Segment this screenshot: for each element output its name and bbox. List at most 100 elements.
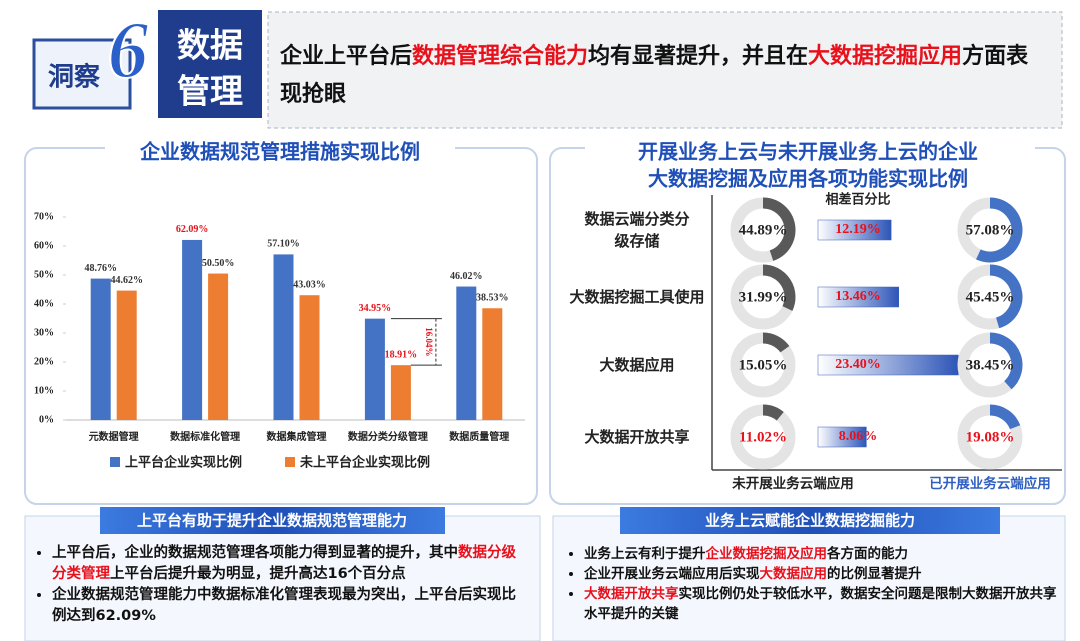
tag-line: 数据 — [177, 26, 243, 65]
difference-bar — [817, 286, 900, 308]
bar — [273, 254, 294, 420]
y-tick-label: 10% — [34, 385, 54, 396]
x-tick-label: 数据集成管理 — [267, 430, 327, 443]
bar — [482, 308, 503, 420]
donut-arc — [989, 404, 1021, 430]
text-run: 上平台后提升最为明显，提升高达16个百分点 — [110, 566, 406, 582]
summary: 业务上云有利于提升企业数据挖掘及应用各方面的能力企业开展业务云端应用后实现大数据… — [562, 544, 1057, 624]
value-label: 13.46% — [835, 289, 881, 304]
value-label: 31.99% — [739, 289, 788, 305]
donut-arc — [976, 197, 1023, 263]
legend-label: 上平台企业实现比例 — [125, 455, 242, 471]
text-run: 大数据挖掘应用 — [808, 44, 963, 69]
donut-arc — [989, 264, 1023, 329]
chart-title: 企业数据规范管理措施实现比例 — [139, 140, 420, 164]
annotation-label: 16.04% — [424, 327, 434, 356]
row-label: 数据云端分类分 级存储 — [584, 210, 690, 250]
x-tick-label: 数据质量管理 — [449, 430, 509, 443]
summary-title: 业务上云赋能企业数据挖掘能力 — [705, 512, 915, 530]
y-tick-label: 70% — [34, 211, 54, 222]
row-label: 大数据开放共享 — [584, 428, 690, 446]
value-label: 48.76% — [84, 263, 117, 274]
chart-title: 开展业务上云与未开展业务上云的企业 — [638, 140, 978, 164]
y-tick-label: 20% — [34, 356, 54, 367]
y-tick-label: 60% — [34, 240, 54, 251]
text-run: 上平台后，企业的数据规范管理各项能力得到显著的提升，其中 — [52, 545, 458, 561]
badge: 洞察 — [48, 63, 101, 93]
tag-line: 管理 — [177, 72, 243, 111]
value-label: 43.03% — [293, 280, 326, 291]
bullet: 企业数据规范管理能力中数据标准化管理表现最为突出，上平台后实现比例达到62.09… — [52, 585, 525, 627]
donut-arc — [762, 197, 796, 261]
text-run: 企业数据挖掘及应用 — [705, 546, 828, 562]
legend-label: 未上平台企业实现比例 — [299, 455, 430, 471]
summary-title: 上平台有助于提升企业数据规范管理能力 — [137, 512, 407, 530]
value-label: 57.08% — [966, 222, 1015, 238]
text-run: 的比例显著提升 — [827, 566, 922, 582]
tag-box — [158, 10, 262, 118]
badge-box — [32, 38, 132, 110]
text-run: 方面表现抢眼 — [280, 44, 1029, 107]
series-label: 相差百分比 — [825, 192, 890, 208]
text-run: 企业数据规范管理能力中数据标准化管理表现最为突出，上平台后实现比例达到62.09… — [52, 587, 516, 624]
bullet: 上平台后，企业的数据规范管理各项能力得到显著的提升，其中数据分级分类管理上平台后… — [52, 543, 525, 585]
summary-box — [552, 515, 1066, 641]
text-run: 大数据开放共享 — [584, 586, 679, 602]
bar — [90, 278, 111, 420]
text-run: 大数据应用 — [759, 566, 828, 582]
text-run: 实现比例仍处于较低水平，数据安全问题是限制大数据开放共享水平提升的关键 — [584, 586, 1057, 622]
text-run: 各方面的能力 — [827, 546, 908, 562]
text-run: 数据分级分类管理 — [52, 545, 516, 582]
value-label: 62.09% — [176, 224, 209, 235]
series-label: 未开展业务云端应用 — [732, 475, 854, 492]
value-label: 44.62% — [110, 275, 143, 286]
headline-box — [267, 11, 1063, 129]
value-label: 8.06% — [839, 429, 878, 444]
bullet: 大数据开放共享实现比例仍处于较低水平，数据安全问题是限制大数据开放共享水平提升的… — [584, 584, 1057, 624]
row-label: 大数据应用 — [599, 356, 675, 374]
badge-number: 6 — [108, 4, 149, 95]
series-label: 已开展业务云端应用 — [929, 475, 1051, 492]
chart-title: 大数据挖掘及应用各项功能实现比例 — [648, 167, 968, 191]
difference-bar — [817, 219, 892, 241]
bullet-list: 业务上云有利于提升企业数据挖掘及应用各方面的能力企业开展业务云端应用后实现大数据… — [562, 544, 1057, 624]
text-run: 企业开展业务云端应用后实现 — [584, 566, 760, 582]
value-label: 57.10% — [267, 239, 300, 250]
y-tick-label: 50% — [34, 269, 54, 280]
y-tick-label: 0% — [39, 414, 54, 425]
value-label: 19.08% — [966, 429, 1015, 445]
bar — [299, 295, 320, 420]
title-gap — [105, 138, 455, 162]
bar — [182, 239, 203, 420]
row-label: 大数据挖掘工具使用 — [569, 288, 705, 306]
legend-swatch — [285, 457, 295, 467]
x-tick-label: 数据分类分级管理 — [348, 430, 428, 443]
y-tick-label: 30% — [34, 327, 54, 338]
donut-arc — [762, 332, 790, 353]
bar — [456, 286, 477, 420]
value-label: 18.91% — [385, 349, 418, 360]
bar — [208, 273, 229, 420]
text-run: 企业上平台后 — [280, 44, 413, 69]
text-run: 均有显著提升，并且在 — [588, 44, 809, 69]
text-run: 业务上云有利于提升 — [584, 546, 706, 562]
value-label: 38.53% — [476, 293, 509, 304]
donut-arc — [989, 332, 1023, 390]
bullet: 企业开展业务云端应用后实现大数据应用的比例显著提升 — [584, 564, 1057, 584]
value-label: 46.02% — [450, 271, 483, 282]
value-label: 38.45% — [966, 357, 1015, 373]
bullet: 业务上云有利于提升企业数据挖掘及应用各方面的能力 — [584, 544, 1057, 564]
value-label: 44.89% — [739, 222, 788, 238]
difference-bar — [817, 426, 867, 448]
bar — [116, 290, 137, 420]
text-run: 数据管理综合能力 — [412, 44, 589, 69]
summary-title-bar — [620, 507, 1000, 534]
value-label: 11.02% — [739, 429, 787, 445]
value-label: 50.50% — [202, 258, 235, 269]
legend-swatch — [110, 457, 120, 467]
headline: 企业上平台后数据管理综合能力均有显著提升，并且在大数据挖掘应用方面表现抢眼 — [280, 38, 1050, 114]
x-tick-label: 元数据管理 — [89, 430, 139, 443]
x-tick-label: 数据标准化管理 — [170, 430, 240, 443]
donut-arc — [762, 264, 796, 311]
